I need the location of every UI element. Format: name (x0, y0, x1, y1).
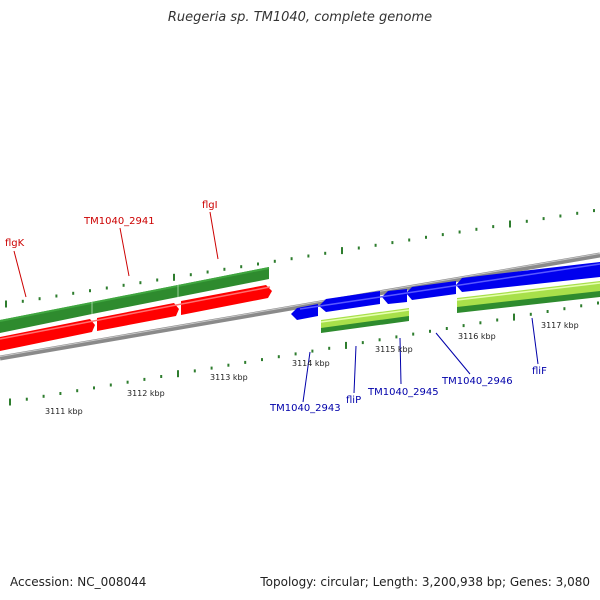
genome-backbone (0, 252, 600, 361)
gene-label-tm1040-2945[interactable]: TM1040_2945 (367, 387, 439, 398)
lower-tick-track (9, 301, 599, 406)
upper-tick-track (5, 209, 595, 308)
bottom-gene-labels: TM1040_2943 fliP TM1040_2945 TM1040_2946… (269, 317, 547, 414)
gene-tm1040-2946-arrow[interactable] (406, 281, 456, 300)
genome-backbone-highlight (0, 253, 600, 357)
gene-label-flgK[interactable]: flgK (5, 238, 25, 249)
gene-label-tm1040-2943[interactable]: TM1040_2943 (269, 403, 341, 414)
scale-label-3113: 3113 kbp (210, 373, 248, 382)
scale-label-3116: 3116 kbp (458, 332, 496, 341)
gene-label-fliP[interactable]: fliP (346, 395, 361, 406)
red-gene-arrow-1[interactable] (0, 319, 95, 351)
gene-flgI-block[interactable] (178, 267, 269, 297)
scale-label-3114: 3114 kbp (292, 359, 330, 368)
lime-highlight (320, 309, 410, 323)
scale-label-3111: 3111 kbp (45, 407, 83, 416)
flgI-leader (209, 211, 219, 260)
gene-flgK-block[interactable] (0, 302, 92, 333)
blue-track-highlight (299, 263, 600, 310)
scale-label-3117: 3117 kbp (541, 321, 579, 330)
lime-highlight (456, 282, 600, 301)
tm1040-2941-leader (119, 227, 130, 277)
tm1040-2945-leader (399, 337, 402, 385)
genome-title: Ruegeria sp. TM1040, complete genome (167, 10, 433, 25)
red-gene-arrow-3[interactable] (181, 285, 272, 315)
red-gene-track (0, 285, 272, 351)
lime-dark-band-2[interactable] (457, 291, 600, 313)
red-gene-arrow-2[interactable] (97, 303, 179, 331)
gene-label-flgI[interactable]: flgI (202, 200, 218, 211)
topology-label: Topology: circular; Length: 3,200,938 bp… (260, 575, 590, 589)
scale-labels: 3111 kbp 3112 kbp 3113 kbp 3114 kbp 3115… (45, 321, 579, 416)
scale-label-3112: 3112 kbp (127, 389, 165, 398)
gene-label-fliF[interactable]: fliF (532, 366, 547, 377)
flip-leader (353, 345, 357, 394)
accession-label: Accession: NC_008044 (10, 575, 147, 589)
flgK-leader (13, 250, 27, 298)
tm1040-2946-leader (435, 332, 471, 375)
gene-label-tm1040-2941[interactable]: TM1040_2941 (83, 216, 155, 227)
gene-tm1040-2941-block[interactable] (92, 285, 178, 314)
green-track-highlight (0, 267, 270, 322)
blue-gene-track (291, 262, 600, 320)
gene-tm1040-2945-arrow[interactable] (382, 289, 407, 304)
gene-label-tm1040-2946[interactable]: TM1040_2946 (441, 376, 513, 387)
red-track-highlight (0, 286, 271, 340)
tm1040-2943-leader (302, 351, 311, 403)
scale-label-3115: 3115 kbp (375, 345, 413, 354)
fliF-leader (531, 317, 539, 365)
lime-gene-track (320, 281, 600, 333)
lime-dark-band-1[interactable] (321, 316, 409, 333)
green-gene-track (0, 267, 270, 333)
top-gene-labels: flgK TM1040_2941 flgI (5, 200, 219, 298)
